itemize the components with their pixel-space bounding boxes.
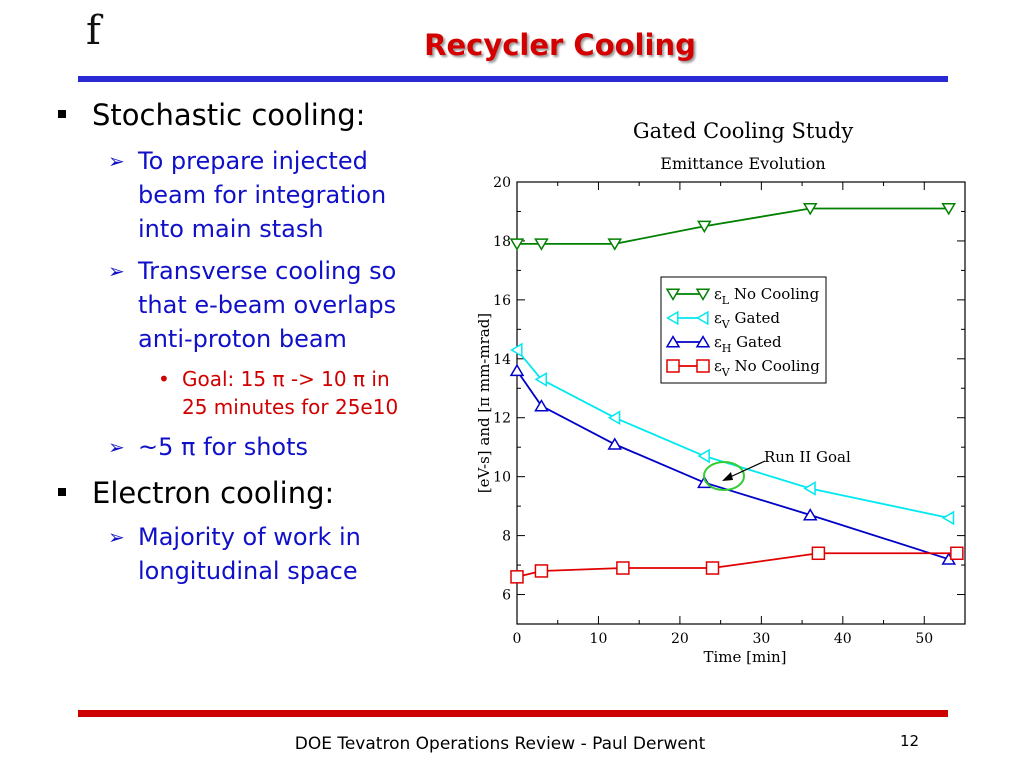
data-point xyxy=(607,437,623,450)
arrow-bullet-icon: ➢ xyxy=(108,259,125,283)
data-point xyxy=(534,238,549,251)
series-group xyxy=(509,202,964,584)
dot-bullet-icon: • xyxy=(158,367,170,391)
data-point xyxy=(534,399,549,412)
bullet-text: Stochastic cooling: xyxy=(92,98,366,132)
sub-bullet-line: ~5 π for shots xyxy=(138,433,309,461)
data-point xyxy=(950,546,964,561)
legend-marker xyxy=(666,310,679,326)
legend-label: εL No Cooling xyxy=(714,285,820,307)
y-tick-label: 12 xyxy=(493,411,511,427)
run-ii-goal-annotation: Run II Goal xyxy=(703,448,851,491)
legend-marker xyxy=(665,288,681,301)
y-tick-label: 14 xyxy=(493,352,511,368)
footer-text: DOE Tevatron Operations Review - Paul De… xyxy=(294,734,706,754)
y-tick-label: 10 xyxy=(493,470,511,486)
chart-subtitle: Emittance Evolution xyxy=(660,154,825,173)
top-rule xyxy=(78,76,948,82)
sub-bullet-line: anti-proton beam xyxy=(138,325,347,353)
y-tick-label: 6 xyxy=(502,588,511,604)
data-point xyxy=(705,561,720,575)
legend-label: εH Gated xyxy=(714,333,782,355)
legend-marker xyxy=(665,335,681,348)
sub-bullet-line: Majority of work in xyxy=(138,523,361,551)
data-point xyxy=(802,202,818,216)
axis-ticks: 0 10 20 30 40 50 6 8 10 12 14 16 18 20 xyxy=(493,175,965,647)
x-tick-label: 20 xyxy=(671,631,689,647)
x-tick-label: 50 xyxy=(915,631,933,647)
goal-line: Goal: 15 π -> 10 π in xyxy=(182,367,390,391)
data-point xyxy=(941,202,957,216)
goal-ellipse xyxy=(703,461,745,491)
x-tick-label: 30 xyxy=(752,631,770,647)
bottom-rule xyxy=(78,710,948,717)
sub-bullet-line: longitudinal space xyxy=(138,557,358,585)
goal-arrow xyxy=(727,460,766,479)
sub-bullet-line: into main stash xyxy=(138,215,324,243)
plot-frame xyxy=(516,181,966,625)
data-point xyxy=(510,570,524,584)
data-point xyxy=(534,564,549,578)
data-point xyxy=(607,238,623,251)
data-point xyxy=(509,238,525,251)
data-point xyxy=(607,410,621,426)
y-tick-label: 16 xyxy=(493,293,511,309)
data-point xyxy=(941,510,955,526)
x-tick-label: 40 xyxy=(834,631,852,647)
page-number: 12 xyxy=(900,732,920,750)
legend-marker xyxy=(666,359,680,373)
data-point xyxy=(534,372,547,387)
series-line xyxy=(516,370,949,561)
legend-marker xyxy=(695,288,711,301)
y-axis-label: [eV-s] and [π mm-mrad] xyxy=(475,313,493,493)
slide-title: Recycler Cooling xyxy=(424,28,696,62)
square-bullet-icon xyxy=(58,488,66,496)
data-point xyxy=(616,561,630,575)
sub-bullet-line: Transverse cooling so xyxy=(138,257,397,285)
series-line xyxy=(516,552,957,578)
goal-annotation-text: Run II Goal xyxy=(764,448,851,466)
series-line xyxy=(517,207,949,245)
x-axis-label: Time [min] xyxy=(703,648,786,666)
y-tick-label: 18 xyxy=(493,234,511,250)
arrow-bullet-icon: ➢ xyxy=(108,525,125,549)
bullet-text: Electron cooling: xyxy=(92,476,335,510)
series-line xyxy=(516,349,949,519)
arrow-bullet-icon: ➢ xyxy=(108,435,125,459)
data-point xyxy=(803,481,816,496)
legend-marker xyxy=(696,310,709,326)
data-point xyxy=(510,342,523,358)
data-point xyxy=(811,546,826,561)
y-tick-label: 8 xyxy=(502,529,511,545)
fermilab-logo: f xyxy=(86,8,101,54)
square-bullet-icon xyxy=(58,110,66,118)
goal-line: 25 minutes for 25e10 xyxy=(182,395,399,419)
data-point xyxy=(802,508,818,521)
legend-label: εV No Cooling xyxy=(714,357,820,379)
chart-title: Gated Cooling Study xyxy=(633,119,854,143)
sub-bullet-line: that e-beam overlaps xyxy=(138,291,397,319)
y-tick-label: 20 xyxy=(493,175,511,191)
sub-bullet-line: To prepare injected xyxy=(138,147,368,175)
legend-label: εV Gated xyxy=(714,309,780,331)
arrow-bullet-icon: ➢ xyxy=(108,149,125,173)
x-tick-label: 0 xyxy=(513,631,522,647)
legend-marker xyxy=(696,359,710,373)
sub-bullet-line: beam for integration xyxy=(138,181,387,209)
data-point xyxy=(697,448,710,464)
x-tick-label: 10 xyxy=(590,631,608,647)
legend-marker xyxy=(695,335,711,348)
goal-arrowhead xyxy=(722,472,733,481)
data-point xyxy=(509,363,525,377)
data-point xyxy=(697,220,712,234)
